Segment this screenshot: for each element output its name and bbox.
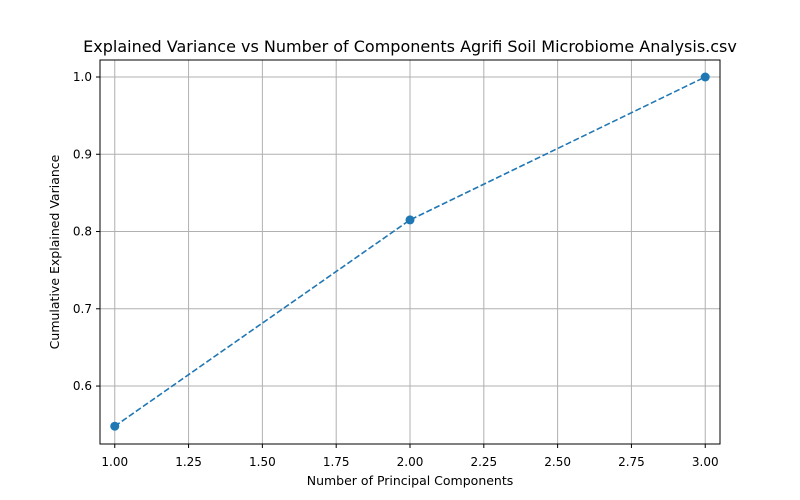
x-axis-label: Number of Principal Components	[307, 473, 514, 488]
x-tick-label: 1.50	[249, 455, 276, 469]
x-tick-label: 2.50	[544, 455, 571, 469]
grid-lines	[100, 60, 720, 444]
x-tick-label: 1.00	[101, 455, 128, 469]
x-tick-label: 2.25	[470, 455, 497, 469]
data-point	[700, 72, 710, 82]
series-line	[114, 76, 706, 427]
y-axis-label: Cumulative Explained Variance	[47, 154, 62, 349]
x-tick-label: 3.00	[692, 455, 719, 469]
data-point	[405, 215, 415, 225]
x-tick-label: 1.25	[175, 455, 202, 469]
x-tick-label: 2.75	[618, 455, 645, 469]
y-tick-label: 0.8	[73, 225, 92, 239]
y-tick-label: 0.6	[73, 379, 92, 393]
data-point	[110, 421, 120, 431]
y-tick-label: 0.9	[73, 147, 92, 161]
y-tick-label: 0.7	[73, 302, 92, 316]
x-tick-label: 2.00	[397, 455, 424, 469]
chart-title: Explained Variance vs Number of Componen…	[83, 37, 737, 56]
y-tick-label: 1.0	[73, 70, 92, 84]
series-layer	[110, 72, 710, 431]
x-tick-label: 1.75	[323, 455, 350, 469]
axis-ticks: 1.00 1.25 1.50 1.75 2.00 2.25 2.50 2.75 3.00 0.6 0…	[73, 70, 719, 469]
